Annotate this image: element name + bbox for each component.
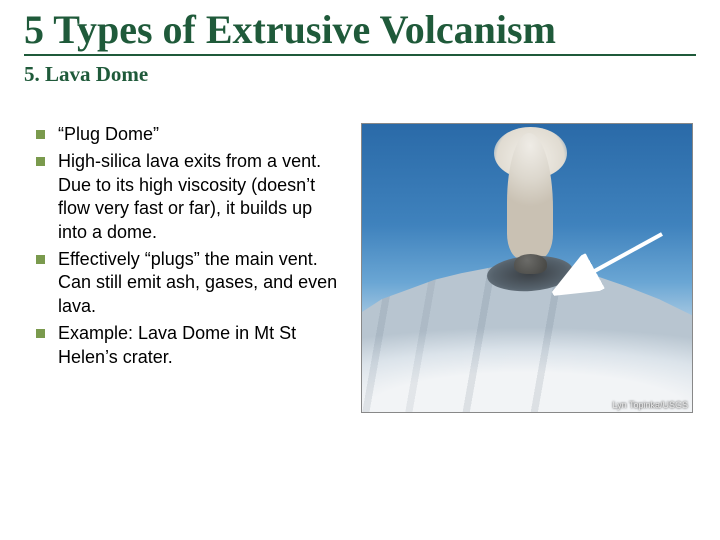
list-item: High-silica lava exits from a vent. Due …	[30, 150, 344, 244]
list-item: Example: Lava Dome in Mt St Helen’s crat…	[30, 322, 344, 369]
slide-title: 5 Types of Extrusive Volcanism	[24, 8, 696, 56]
slide-body: “Plug Dome” High-silica lava exits from …	[24, 123, 696, 413]
lava-dome-photo: Lyn Topinka/USGS	[361, 123, 693, 413]
bullet-text: High-silica lava exits from a vent. Due …	[58, 151, 321, 241]
list-item: “Plug Dome”	[30, 123, 344, 146]
slide-subtitle: 5. Lava Dome	[24, 62, 696, 87]
photo-credit: Lyn Topinka/USGS	[612, 400, 688, 410]
bullet-text: “Plug Dome”	[58, 124, 159, 144]
pointer-arrow-icon	[362, 124, 692, 412]
slide: 5 Types of Extrusive Volcanism 5. Lava D…	[0, 0, 720, 540]
bullet-text: Effectively “plugs” the main vent. Can s…	[58, 249, 337, 316]
arrow-line	[560, 234, 662, 290]
bullet-list: “Plug Dome” High-silica lava exits from …	[24, 123, 344, 369]
bullet-column: “Plug Dome” High-silica lava exits from …	[24, 123, 344, 413]
bullet-text: Example: Lava Dome in Mt St Helen’s crat…	[58, 323, 296, 366]
image-column: Lyn Topinka/USGS	[358, 123, 696, 413]
list-item: Effectively “plugs” the main vent. Can s…	[30, 248, 344, 318]
